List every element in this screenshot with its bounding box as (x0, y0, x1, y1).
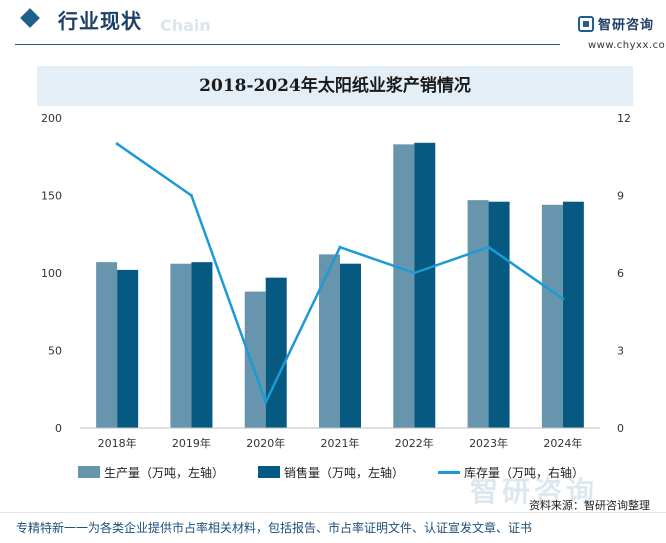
footer-text: 专精特新一一为各类企业提供市占率相关材料，包括报告、市占率证明文件、认证宣发文章… (16, 521, 533, 535)
y-right-tick-label: 12 (617, 112, 631, 125)
y-left-tick-label: 0 (55, 422, 62, 435)
x-tick-label: 2019年 (172, 436, 211, 450)
legend-item: 库存量（万吨，右轴） (438, 462, 584, 482)
x-tick-label: 2023年 (469, 436, 508, 450)
legend-label: 库存量（万吨，右轴） (464, 465, 585, 480)
legend-item: 销售量（万吨，左轴） (258, 462, 404, 482)
production-bar (96, 262, 118, 428)
ghost-text: Chain (160, 16, 211, 35)
sales-bar (488, 201, 510, 428)
inventory-point (115, 142, 119, 146)
inventory-point (487, 245, 491, 249)
inventory-point (412, 271, 416, 275)
brand-mark-icon (578, 16, 594, 32)
inventory-point (338, 245, 342, 249)
production-bar (393, 144, 415, 428)
sales-bar (414, 142, 436, 429)
y-left-tick-label: 50 (48, 345, 62, 358)
chart-canvas: 0 50 100 150 200 0 3 6 9 12 2018年 2019年 2020年 2021年 20… (41, 112, 631, 450)
legend-item: 生产量（万吨，左轴） (78, 462, 224, 482)
y-left-tick-label: 200 (41, 112, 62, 125)
brand-url: www.chyxx.com (588, 40, 666, 51)
legend-swatch (438, 470, 460, 474)
inventory-point (561, 297, 565, 301)
page-header: 行业现状 Chain 智研咨询 www.chyxx.com (0, 0, 666, 51)
chart-title: 2018-2024年太阳纸业浆产销情况 (199, 76, 471, 96)
x-tick-label: 2022年 (395, 436, 434, 450)
sales-bar (340, 263, 361, 428)
brand-watermark: 智研咨询 (470, 475, 599, 508)
chart-legend: 生产量（万吨，左轴） 销售量（万吨，左轴） 库存量（万吨，右轴） (0, 462, 666, 482)
x-tick-label: 2018年 (98, 436, 137, 450)
production-bar (319, 254, 340, 428)
production-bar (467, 200, 489, 428)
brand-name: 智研咨询 (598, 18, 655, 33)
inventory-point (264, 400, 268, 404)
chart-title-band: 2018-2024年太阳纸业浆产销情况 (37, 66, 633, 106)
production-bar (244, 291, 266, 428)
header-rule (15, 44, 560, 45)
inventory-point (189, 194, 193, 197)
y-left-tick-label: 100 (41, 267, 62, 280)
x-tick-label: 2020年 (246, 436, 285, 450)
legend-label: 销售量（万吨，左轴） (284, 465, 405, 480)
legend-swatch (78, 466, 100, 478)
sales-bar (562, 201, 584, 428)
source-note: 资料来源：智研咨询整理 (529, 499, 650, 512)
sales-bar (191, 262, 213, 428)
x-tick-label: 2024年 (543, 436, 582, 450)
legend-label: 生产量（万吨，左轴） (104, 465, 225, 480)
x-tick-label: 2021年 (321, 436, 360, 450)
production-bar (170, 263, 192, 428)
sales-bar (265, 277, 287, 428)
y-right-tick-label: 0 (617, 422, 624, 435)
section-title: 行业现状 (58, 9, 142, 33)
footer-bar: 专精特新一一为各类企业提供市占率相关材料，包括报告、市占率证明文件、认证宣发文章… (0, 512, 666, 543)
y-right-tick-label: 6 (617, 267, 624, 280)
y-right-tick-label: 9 (617, 190, 624, 203)
y-right-tick-label: 3 (617, 345, 624, 358)
y-left-tick-label: 150 (41, 190, 62, 203)
production-bar (541, 204, 563, 428)
sales-bar (117, 269, 139, 428)
legend-swatch (258, 466, 280, 478)
